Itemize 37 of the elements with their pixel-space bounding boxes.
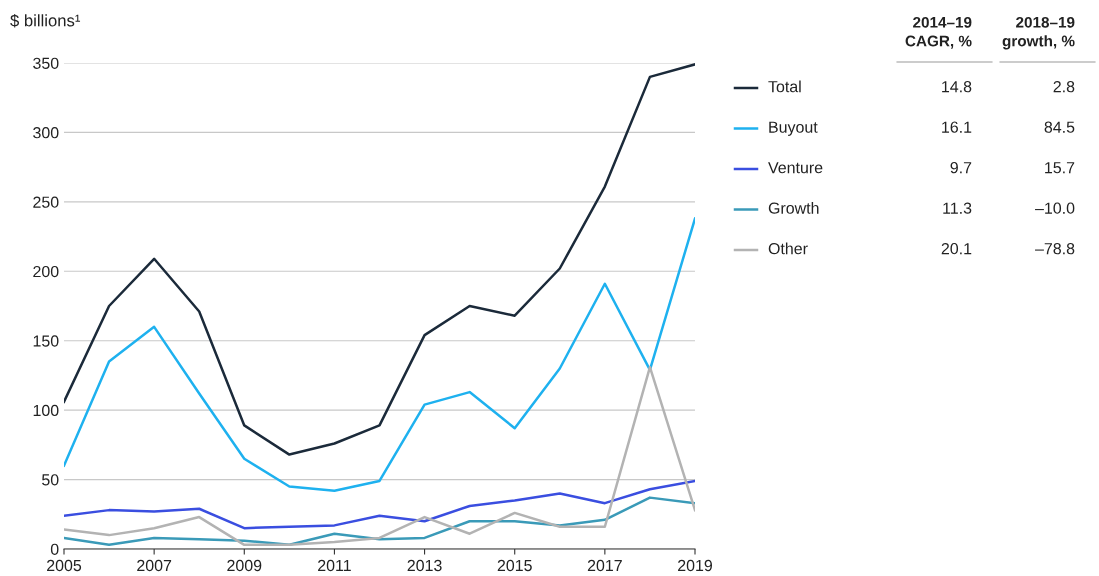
text: 84.5 [1044, 121, 1075, 133]
x-tick-label: 2007 [137, 559, 172, 572]
line-series [64, 217, 695, 492]
y-tick-label: 150 [33, 335, 59, 347]
text: –78.8 [1035, 242, 1075, 255]
y-tick-label: 200 [33, 265, 59, 278]
text: 15.7 [1045, 162, 1075, 174]
text: 2014–19 CAGR, % [905, 16, 972, 49]
text: 2018–19 growth, % [1002, 16, 1075, 50]
text: 11.3 [943, 202, 972, 214]
line-series [64, 63, 695, 456]
x-tick-label: 2017 [587, 559, 622, 572]
legend-label: Other [768, 242, 808, 255]
y-tick-label: 350 [33, 57, 59, 69]
x-tick-label: 2013 [407, 559, 442, 572]
line-series [64, 479, 695, 530]
legend-label: Total [768, 80, 801, 93]
text: 20.1 [941, 242, 972, 255]
text: 16.1 [942, 121, 972, 133]
y-tick-label: 250 [33, 196, 59, 208]
y-tick-label: 50 [42, 474, 59, 486]
x-tick-label: 2009 [227, 559, 262, 572]
y-tick-label: 100 [33, 404, 59, 417]
x-tick-label: 2019 [678, 559, 713, 572]
legend-label: Buyout [769, 121, 818, 136]
legend-label: Growth [768, 202, 819, 214]
x-tick-label: 2011 [318, 559, 351, 572]
x-tick-label: 2005 [47, 559, 82, 572]
text: 14.8 [942, 80, 972, 93]
legend-label: Venture [768, 162, 823, 174]
y-axis-title: $ billions¹ [10, 13, 81, 28]
text: 2.8 [1053, 80, 1075, 93]
text: –10.0 [1035, 202, 1075, 214]
text: 9.7 [950, 161, 972, 174]
x-tick-label: 2015 [497, 559, 532, 572]
y-tick-label: 300 [33, 127, 59, 139]
y-tick-label: 0 [50, 543, 59, 555]
